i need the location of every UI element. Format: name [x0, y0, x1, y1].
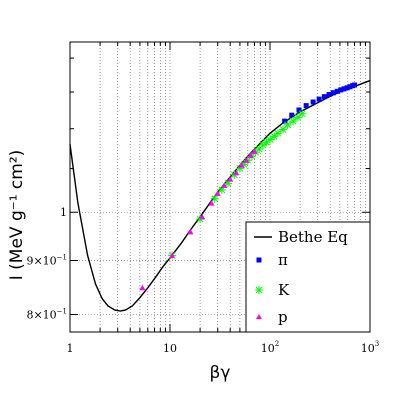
x-tick-label: 103 [361, 340, 379, 355]
plot-frame [69, 41, 371, 333]
x-tick-labels: 1 10 102 103 [67, 340, 380, 355]
point-k [298, 109, 307, 118]
legend-label-pi: π [278, 251, 288, 269]
legend-label-p: p [278, 308, 288, 326]
y-axis-title: I (MeV g⁻¹ cm²) [7, 150, 27, 281]
point-p [251, 148, 258, 154]
data-points [139, 82, 358, 291]
point-pi [330, 90, 336, 96]
series-triangle [139, 148, 258, 291]
x-tick-label: 102 [261, 340, 279, 355]
y-tick-labels: 8×10−1 9×10−1 1 [26, 206, 67, 321]
point-pi [344, 85, 350, 91]
point-k [289, 117, 298, 126]
point-p [221, 182, 228, 189]
point-k-stroke [211, 195, 219, 203]
point-k [283, 120, 292, 129]
point-k [273, 129, 282, 138]
grid [70, 42, 370, 332]
point-p [233, 169, 240, 176]
point-p [238, 162, 245, 168]
x-tick-label: 10 [163, 342, 177, 355]
x-tick-label: 1 [67, 342, 74, 355]
point-pi [303, 103, 309, 109]
y-tick-label: 8×10−1 [26, 307, 67, 321]
point-k-stroke [289, 117, 297, 125]
legend-swatch-k [255, 286, 263, 294]
point-k-stroke [266, 136, 274, 143]
point-pi [296, 107, 302, 113]
point-pi [352, 82, 358, 88]
point-k-stroke [284, 121, 291, 129]
point-p [139, 284, 146, 291]
point-p [208, 200, 215, 206]
point-k [210, 194, 219, 203]
point-p [247, 152, 254, 158]
point-k [262, 138, 271, 147]
point-p [169, 252, 176, 258]
point-p [243, 157, 250, 163]
y-tick-label: 1 [60, 206, 67, 219]
axis-ticks [69, 42, 371, 332]
point-pi [321, 94, 327, 100]
legend-label-k: K [278, 281, 290, 299]
point-k-stroke [298, 110, 306, 118]
point-p [199, 213, 206, 220]
point-p [214, 190, 221, 196]
point-pi [341, 86, 347, 92]
y-tick-label: 9×10−1 [26, 254, 67, 268]
legend-box [245, 221, 371, 333]
point-p [227, 176, 234, 182]
legend-swatch-pi [256, 257, 262, 263]
point-pi [338, 87, 344, 93]
point-k-stroke [263, 138, 270, 146]
point-pi [334, 88, 340, 94]
point-k-stroke [274, 129, 282, 137]
point-k [266, 135, 274, 144]
series-square [282, 82, 358, 124]
point-pi [310, 99, 316, 105]
point-pi [282, 118, 288, 124]
legend-label-bethe: Bethe Eq [278, 228, 348, 246]
legend-swatch-p [256, 314, 262, 319]
x-axis-title: βγ [210, 363, 231, 383]
point-pi [347, 84, 353, 90]
point-pi [316, 96, 322, 102]
legend: Bethe Eq π K p [245, 221, 371, 333]
point-p [187, 228, 194, 235]
point-pi [289, 112, 295, 118]
point-pi [326, 92, 332, 98]
